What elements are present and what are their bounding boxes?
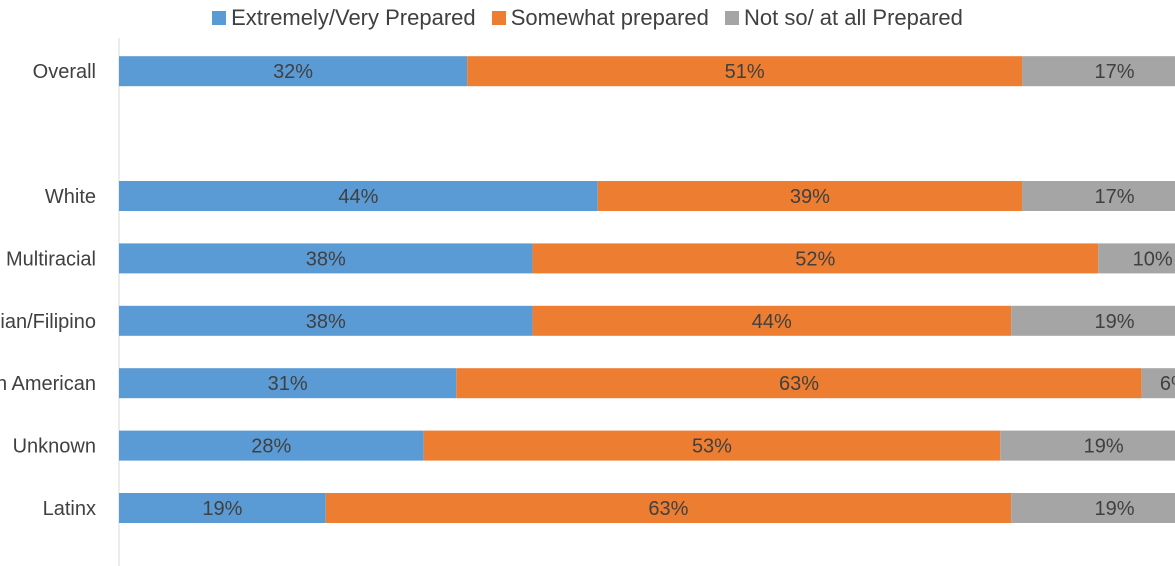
category-label: Unknown — [13, 436, 96, 458]
bar-segment — [1141, 368, 1175, 399]
data-label: 19% — [1095, 311, 1135, 333]
category-label: Overall — [33, 61, 96, 83]
data-label: 17% — [1095, 186, 1135, 208]
legend-swatch-gray — [725, 11, 739, 25]
bar-segment — [119, 368, 457, 399]
data-label: 52% — [795, 248, 835, 270]
bar-segment — [119, 493, 326, 523]
data-label: 6% — [1160, 373, 1175, 395]
bar-segment — [1011, 493, 1175, 523]
legend-label: Not so/ at all Prepared — [744, 5, 963, 30]
data-label: 10% — [1133, 248, 1173, 270]
bar-segment — [423, 430, 1001, 461]
bar-segment — [119, 56, 468, 87]
data-label: 32% — [273, 61, 313, 83]
bar-segment — [1000, 430, 1175, 461]
data-label: 31% — [268, 373, 308, 395]
category-label: African American — [0, 373, 96, 395]
chart-legend: Extremely/Very Prepared Somewhat prepare… — [0, 5, 1175, 31]
category-label: Asian/Filipino — [0, 311, 96, 333]
bar-segment — [119, 305, 533, 336]
data-label: 38% — [306, 248, 346, 270]
bar-segment — [119, 243, 533, 274]
category-label: Multiracial — [6, 248, 96, 270]
legend-item-somewhat-prepared: Somewhat prepared — [491, 5, 709, 31]
category-label: White — [45, 186, 96, 208]
bar-segment — [1022, 181, 1175, 211]
legend-label: Extremely/Very Prepared — [231, 5, 476, 30]
bar-segment — [1011, 305, 1175, 336]
data-label: 38% — [306, 311, 346, 333]
bar-segment — [532, 243, 1099, 274]
data-label: 63% — [648, 498, 688, 520]
data-label: 39% — [790, 186, 830, 208]
bar-segment — [1098, 243, 1175, 274]
data-label: 51% — [725, 61, 765, 83]
data-label: 19% — [202, 498, 242, 520]
data-label: 19% — [1084, 436, 1124, 458]
bar-segment — [597, 181, 1023, 211]
bar-segment — [532, 305, 1012, 336]
data-label: 53% — [692, 436, 732, 458]
legend-label: Somewhat prepared — [510, 5, 709, 30]
category-label: Latinx — [43, 498, 96, 520]
data-label: 28% — [251, 436, 291, 458]
legend-item-extremely-very-prepared: Extremely/Very Prepared — [212, 5, 476, 31]
data-label: 17% — [1095, 61, 1135, 83]
bar-segment — [456, 368, 1142, 399]
legend-swatch-blue — [212, 11, 227, 25]
legend-item-not-prepared: Not so/ at all Prepared — [725, 5, 963, 31]
bar-segment — [119, 181, 598, 211]
data-label: 44% — [752, 311, 792, 333]
bar-segment — [467, 56, 1023, 87]
data-label: 63% — [779, 373, 819, 395]
bar-segment — [1022, 56, 1175, 87]
data-label: 44% — [338, 186, 378, 208]
bar-segment — [119, 430, 424, 461]
bar-segment — [325, 493, 1012, 523]
legend-swatch-orange — [491, 11, 506, 25]
data-label: 19% — [1095, 498, 1135, 520]
